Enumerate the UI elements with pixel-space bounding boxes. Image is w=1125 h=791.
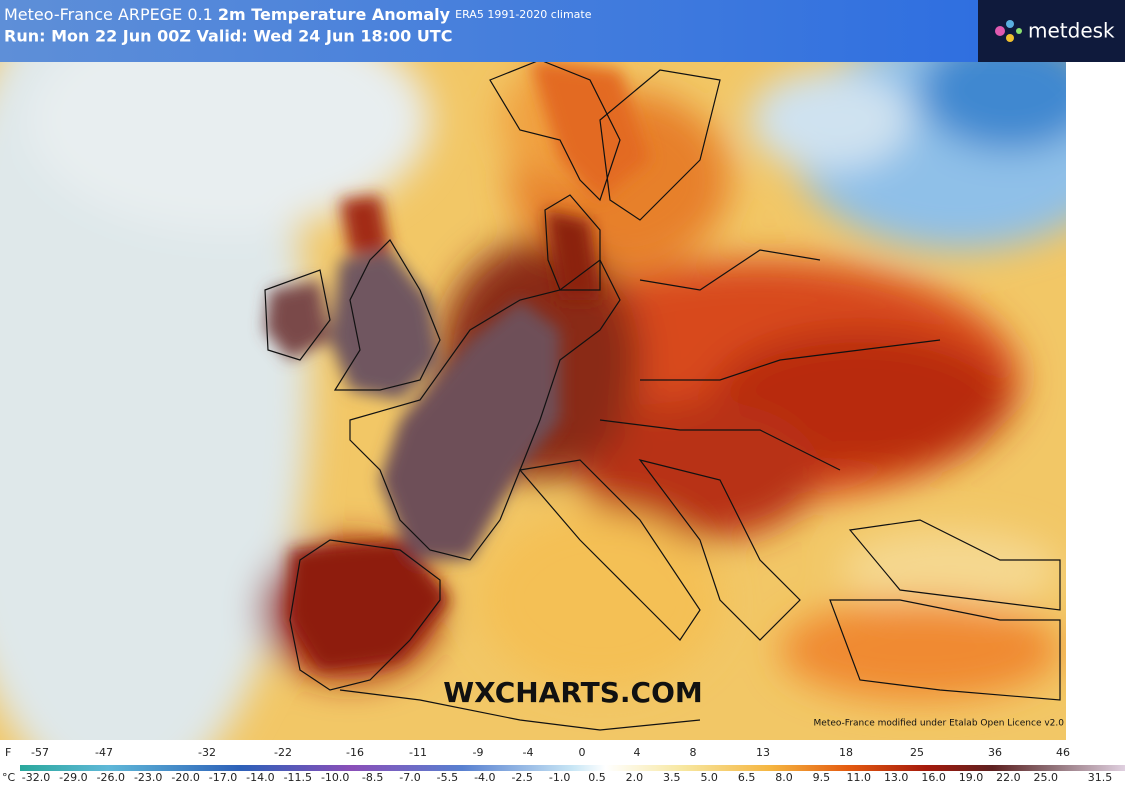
c-label: 19.0 [959, 771, 984, 784]
c-label: -26.0 [97, 771, 125, 784]
c-label: 22.0 [996, 771, 1021, 784]
c-label: -1.0 [549, 771, 570, 784]
f-label: 4 [634, 746, 641, 759]
logo-text: metdesk [1028, 19, 1115, 43]
c-label: 16.0 [921, 771, 946, 784]
f-label: -22 [274, 746, 292, 759]
c-label: 31.5 [1088, 771, 1113, 784]
c-label: 0.5 [588, 771, 606, 784]
header-band [0, 0, 978, 62]
c-label: -23.0 [134, 771, 162, 784]
c-label: 2.0 [626, 771, 644, 784]
c-label: 8.0 [775, 771, 793, 784]
legend-labels: -57 -47 -32 -22 -16 -11 -9 -4 0 4 8 13 18 25 36 46 -32.0… [22, 746, 1112, 784]
c-label: -8.5 [362, 771, 383, 784]
credit: Meteo-France modified under Etalab Open … [814, 719, 1065, 729]
f-unit: F [5, 746, 11, 759]
f-label: -9 [473, 746, 484, 759]
climate: ERA5 1991-2020 climate [455, 8, 592, 21]
coastlines [264, 59, 1061, 731]
c-label: -29.0 [59, 771, 87, 784]
c-label: -32.0 [22, 771, 50, 784]
legend-area [0, 740, 1125, 787]
f-label: -16 [346, 746, 364, 759]
f-label: -11 [409, 746, 427, 759]
c-label: -10.0 [321, 771, 349, 784]
f-label: -32 [198, 746, 216, 759]
c-unit: °C [2, 771, 16, 784]
c-label: 25.0 [1034, 771, 1059, 784]
run-line: Run: Mon 22 Jun 00Z Valid: Wed 24 Jun 18… [4, 27, 452, 46]
c-label: -5.5 [437, 771, 458, 784]
f-label: 46 [1056, 746, 1070, 759]
watermark: WXCHARTS.COM [443, 676, 703, 709]
c-label: 13.0 [884, 771, 909, 784]
c-label: -11.5 [284, 771, 312, 784]
header-title: Meteo-France ARPEGE 0.1 2m Temperature A… [4, 5, 592, 24]
c-label: -4.0 [474, 771, 495, 784]
c-label: 3.5 [663, 771, 681, 784]
c-label: -20.0 [171, 771, 199, 784]
f-label: -57 [31, 746, 49, 759]
product: 2m Temperature Anomaly [218, 5, 451, 24]
c-label: -7.0 [399, 771, 420, 784]
f-label: 36 [988, 746, 1002, 759]
c-label: 6.5 [738, 771, 756, 784]
f-label: 25 [910, 746, 924, 759]
f-label: -47 [95, 746, 113, 759]
color-bar [20, 765, 1125, 771]
f-label: 8 [690, 746, 697, 759]
c-label: 11.0 [847, 771, 872, 784]
c-label: 5.0 [700, 771, 718, 784]
f-label: 13 [756, 746, 770, 759]
c-label: 9.5 [813, 771, 831, 784]
f-label: -4 [523, 746, 534, 759]
c-label: -2.5 [511, 771, 532, 784]
logo-icon [995, 20, 1022, 42]
f-label: 18 [839, 746, 853, 759]
model: Meteo-France ARPEGE 0.1 [4, 5, 213, 24]
c-label: -17.0 [209, 771, 237, 784]
f-label: 0 [579, 746, 586, 759]
c-label: -14.0 [246, 771, 274, 784]
